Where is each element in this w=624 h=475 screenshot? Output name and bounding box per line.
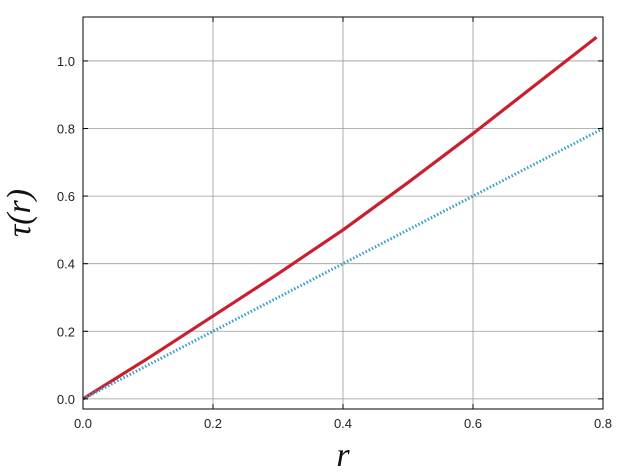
y-tick-label: 0.0 <box>57 392 75 407</box>
y-tick-label: 0.8 <box>57 122 75 137</box>
x-tick-label: 0.6 <box>464 416 482 431</box>
ticks: 0.0 0.2 0.4 0.6 0.8 0.0 0.2 0.4 0.6 0.8 1.0 <box>57 17 612 431</box>
x-tick-label: 0.2 <box>204 416 222 431</box>
x-axis-label: r <box>336 437 350 474</box>
series-line-1 <box>82 36 598 401</box>
x-tick-label: 0.8 <box>594 416 612 431</box>
y-axis-label: τ(r) <box>1 189 38 237</box>
series-layer <box>82 36 604 401</box>
y-tick-label: 0.2 <box>57 324 75 339</box>
y-tick-label: 0.6 <box>57 189 75 204</box>
y-tick-label: 0.4 <box>57 257 75 272</box>
y-tick-label: 1.0 <box>57 54 75 69</box>
x-tick-label: 0.0 <box>74 416 92 431</box>
x-tick-label: 0.4 <box>334 416 352 431</box>
